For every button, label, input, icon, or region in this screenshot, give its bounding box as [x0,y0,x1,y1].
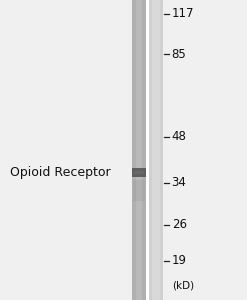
Bar [132,168,146,177]
Text: 19: 19 [172,254,187,268]
Bar [146,0,149,300]
Text: (kD): (kD) [172,280,194,290]
Text: 48: 48 [172,130,186,143]
Text: Opioid Receptor: Opioid Receptor [10,166,110,179]
Bar [136,0,142,300]
Text: 26: 26 [172,218,187,232]
Text: 34: 34 [172,176,186,190]
Bar [152,0,160,300]
Bar [149,0,163,300]
Bar [133,171,144,174]
Text: 85: 85 [172,47,186,61]
Text: 117: 117 [172,7,194,20]
Bar [133,180,145,201]
Bar [132,0,146,300]
